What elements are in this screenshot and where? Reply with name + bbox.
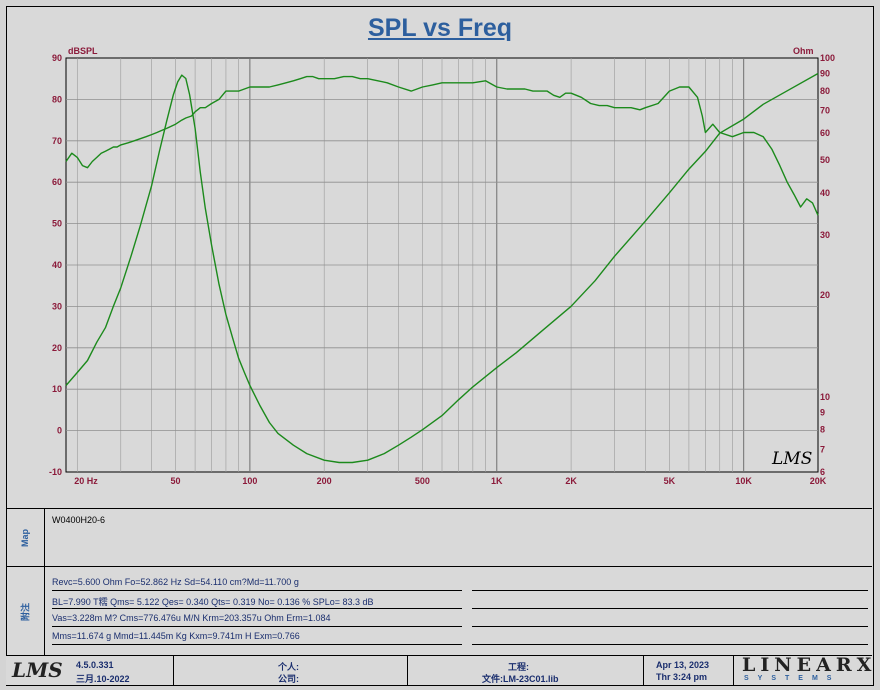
grid-lines: [66, 58, 818, 472]
right-tick-label: 30: [820, 230, 830, 240]
left-tick-label: 10: [52, 384, 62, 394]
footer-version-cell: LMS 4.5.0.331 三月.10-2022: [6, 656, 174, 685]
left-tick-label: 80: [52, 94, 62, 104]
x-tick-label: 500: [415, 476, 430, 486]
right-tick-label: 10: [820, 392, 830, 402]
spl-impedance-chart: 9080706050403020100-10100908070605040302…: [49, 46, 835, 486]
right-axis-label: Ohm: [793, 46, 814, 56]
param-row: BL=7.990 T糯 Qms= 5.122 Qes= 0.340 Qts= 0…: [52, 595, 462, 609]
time: Thr 3:24 pm: [656, 672, 708, 682]
spl-curve: [65, 75, 819, 216]
file-label: 文件:LM-23C01.lib: [482, 674, 559, 684]
right-tick-label: 50: [820, 155, 830, 165]
left-tick-label: 30: [52, 301, 62, 311]
project-label: 工程:: [508, 662, 529, 672]
x-tick-label: 2K: [565, 476, 577, 486]
right-tick-label: 20: [820, 290, 830, 300]
company-label: 公司:: [278, 674, 299, 684]
notes-panel: 附注 Revc=5.600 Ohm Fo=52.862 Hz Sd=54.110…: [6, 566, 872, 656]
x-tick-label: 10K: [735, 476, 752, 486]
x-tick-label: 20 Hz: [74, 476, 98, 486]
map-side-label: Map: [6, 509, 45, 567]
param-row: Vas=3.228m M? Cms=776.476u M/N Krm=203.3…: [52, 613, 462, 627]
x-tick-label: 20K: [810, 476, 827, 486]
map-panel: Map W0400H20-6: [6, 508, 872, 567]
impedance-curve: [65, 72, 819, 464]
version: 4.5.0.331: [76, 660, 114, 670]
blank-line: [472, 590, 868, 591]
right-tick-label: 80: [820, 86, 830, 96]
lms-logo: LMS: [12, 658, 63, 682]
left-axis-label: dBSPL: [68, 46, 98, 56]
notes-side-label: 附注: [6, 567, 45, 656]
left-tick-label: 40: [52, 260, 62, 270]
lms-watermark: LMS: [771, 449, 812, 469]
right-tick-label: 6: [820, 467, 825, 477]
right-tick-label: 70: [820, 105, 830, 115]
right-tick-label: 8: [820, 425, 825, 435]
footer-project-cell: 工程: 文件:LM-23C01.lib: [408, 656, 644, 685]
blank-line: [472, 626, 868, 627]
x-tick-label: 100: [242, 476, 257, 486]
left-tick-label: 20: [52, 343, 62, 353]
footer-person-cell: 个人: 公司:: [174, 656, 408, 685]
x-tick-label: 5K: [664, 476, 676, 486]
x-tick-label: 50: [171, 476, 181, 486]
blank-line: [472, 608, 868, 609]
x-tick-label: 1K: [491, 476, 503, 486]
right-tick-label: 100: [820, 53, 835, 63]
right-tick-label: 9: [820, 407, 825, 417]
notes-label: 附注: [20, 602, 31, 621]
left-tick-label: 60: [52, 177, 62, 187]
left-tick-label: 90: [52, 53, 62, 63]
right-tick-label: 90: [820, 69, 830, 79]
footer-date-cell: Apr 13, 2023 Thr 3:24 pm: [644, 656, 734, 685]
systems-logo: SYSTEMS: [744, 675, 841, 682]
right-tick-label: 40: [820, 188, 830, 198]
left-tick-label: 0: [57, 426, 62, 436]
map-label: Map: [20, 529, 30, 547]
footer-brand-cell: LINEARX SYSTEMS: [734, 654, 872, 685]
left-tick-label: 50: [52, 219, 62, 229]
series-group: [65, 72, 819, 464]
chart-title: SPL vs Freq: [367, 14, 513, 42]
right-tick-label: 7: [820, 444, 825, 454]
right-tick-label: 60: [820, 128, 830, 138]
param-row: Mms=11.674 g Mmd=11.445m Kg Kxm=9.741m H…: [52, 631, 462, 645]
map-value: W0400H20-6: [52, 515, 106, 525]
left-tick-label: -10: [49, 467, 62, 477]
tick-labels: 9080706050403020100-10100908070605040302…: [49, 53, 835, 486]
date: Apr 13, 2023: [656, 660, 710, 670]
x-tick-label: 200: [317, 476, 332, 486]
left-tick-label: 70: [52, 136, 62, 146]
linearx-logo: LINEARX: [742, 654, 877, 676]
param-row: Revc=5.600 Ohm Fo=52.862 Hz Sd=54.110 cm…: [52, 577, 462, 591]
blank-line: [472, 644, 868, 645]
footer-bar: LMS 4.5.0.331 三月.10-2022 个人: 公司: 工程: 文件:…: [6, 654, 872, 685]
person-label: 个人:: [278, 662, 299, 672]
version-date: 三月.10-2022: [76, 674, 130, 684]
